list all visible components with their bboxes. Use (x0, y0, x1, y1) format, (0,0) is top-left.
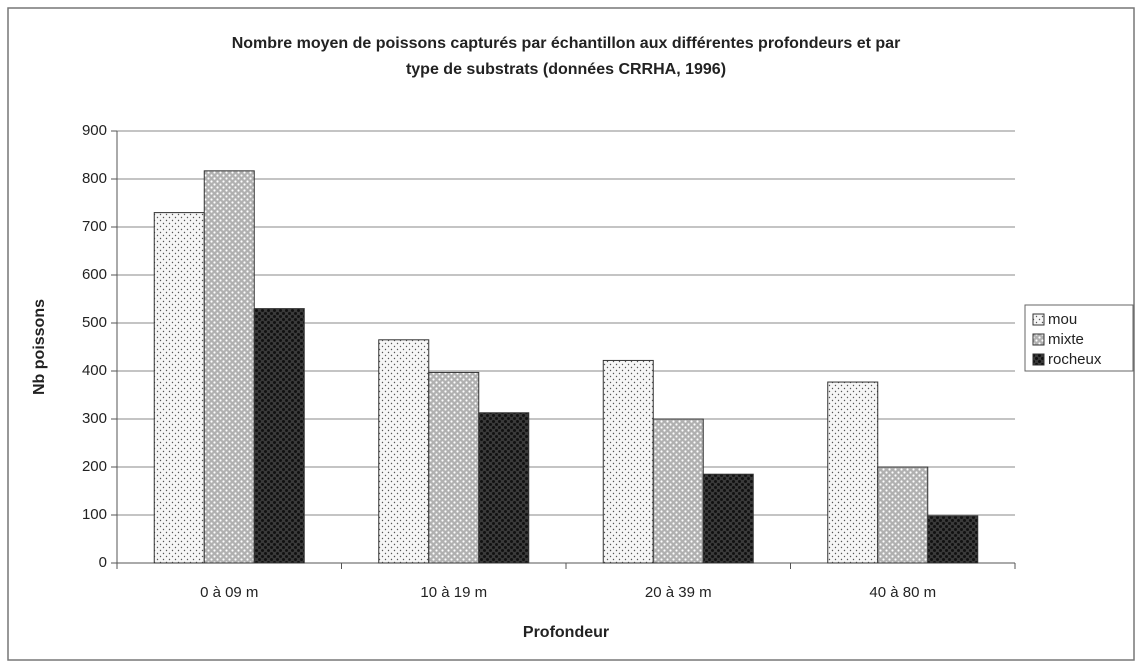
bar (652, 418, 704, 564)
bar (602, 359, 654, 564)
y-tick-label: 700 (82, 218, 107, 235)
legend-label: mixte (1048, 331, 1084, 348)
chart-title: type de substrats (données CRRHA, 1996) (406, 61, 726, 78)
x-axis-title: Profondeur (523, 624, 609, 641)
x-tick-label: 0 à 09 m (200, 584, 258, 601)
y-axis-title: Nb poissons (31, 299, 48, 395)
bar (428, 371, 480, 564)
bar (702, 473, 754, 564)
bar (378, 339, 430, 564)
bar (478, 412, 530, 564)
y-tick-label: 800 (82, 170, 107, 187)
chart-title: Nombre moyen de poissons capturés par éc… (232, 35, 901, 52)
bar (877, 466, 929, 564)
legend-swatch (1032, 333, 1045, 346)
legend-swatch (1032, 353, 1045, 366)
bar (927, 515, 979, 564)
y-tick-label: 0 (99, 554, 107, 571)
y-tick-label: 600 (82, 266, 107, 283)
y-tick-label: 100 (82, 506, 107, 523)
legend-swatch (1032, 313, 1045, 326)
x-tick-label: 40 à 80 m (869, 584, 936, 601)
x-tick-label: 20 à 39 m (645, 584, 712, 601)
y-tick-label: 900 (82, 122, 107, 139)
y-tick-label: 500 (82, 314, 107, 331)
bar (253, 308, 305, 564)
y-tick-label: 400 (82, 362, 107, 379)
bar (153, 212, 205, 564)
legend-label: mou (1048, 311, 1077, 328)
y-tick-label: 200 (82, 458, 107, 475)
y-tick-label: 300 (82, 410, 107, 427)
bar (827, 381, 879, 564)
bar (203, 170, 255, 564)
x-tick-label: 10 à 19 m (420, 584, 487, 601)
legend-label: rocheux (1048, 351, 1102, 368)
